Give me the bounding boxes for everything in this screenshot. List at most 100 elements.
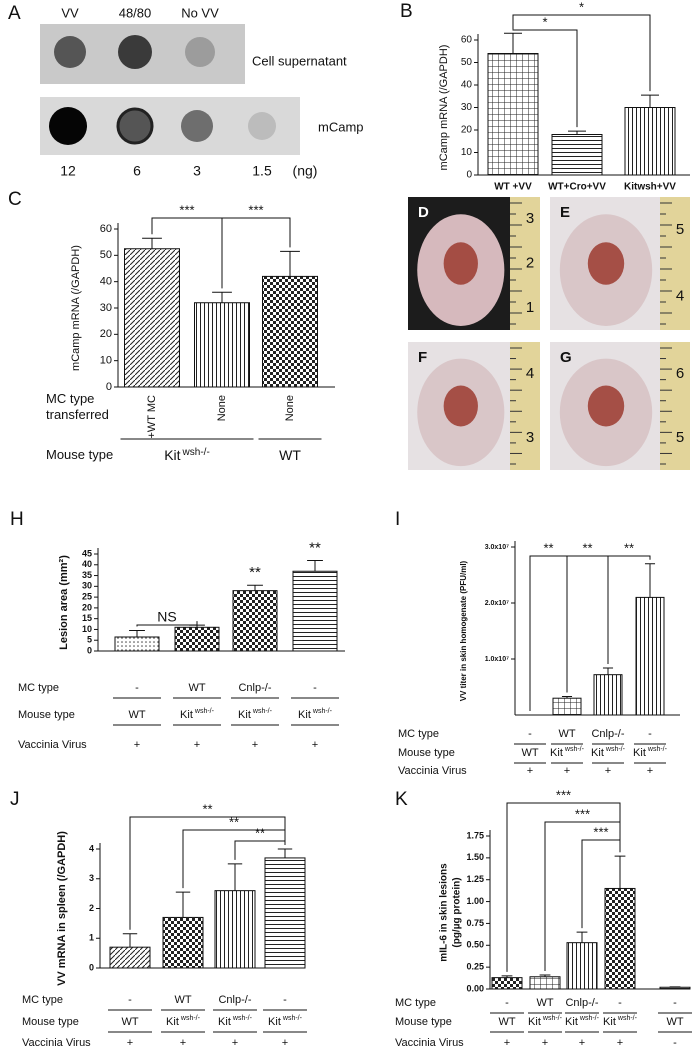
row-cell: - bbox=[135, 682, 139, 694]
y-tick-label: 20 bbox=[82, 602, 92, 612]
amount-label: 6 bbox=[133, 163, 141, 179]
row-cell: WT bbox=[128, 709, 145, 721]
error-bar bbox=[122, 933, 138, 948]
row-cell: - bbox=[313, 682, 317, 694]
row-cell: + bbox=[527, 765, 533, 777]
row-cell: Kit wsh-/- bbox=[164, 447, 210, 463]
panel-letter: J bbox=[10, 789, 20, 810]
row-cell: Kit wsh-/- bbox=[528, 1015, 563, 1028]
ruler bbox=[660, 342, 690, 470]
row-cell: WT bbox=[536, 997, 553, 1009]
row-cell: - bbox=[648, 728, 652, 740]
panel-letter: K bbox=[395, 789, 408, 810]
y-tick-label: 10 bbox=[461, 147, 473, 158]
cell-superscript: wsh-/- bbox=[182, 447, 210, 458]
cell-superscript: wsh-/- bbox=[564, 746, 585, 753]
error-bar bbox=[539, 974, 551, 977]
panel-a: A VV 48/80 No VV Cell supernatant mCamp … bbox=[8, 3, 364, 179]
error-bar bbox=[561, 696, 573, 699]
error-bar bbox=[175, 891, 191, 918]
row-label: Mouse type bbox=[398, 747, 455, 759]
row-label: Mouse type bbox=[18, 709, 75, 721]
cell-text: Kit bbox=[603, 1016, 616, 1028]
row-label: MC type transferred bbox=[46, 391, 109, 422]
row-cell: - bbox=[283, 994, 287, 1006]
bracket bbox=[607, 555, 651, 664]
y-axis-label: VV mRNA in spleen (/GAPDH) bbox=[56, 831, 68, 986]
row-cell: - bbox=[618, 997, 622, 1009]
error-bar bbox=[576, 931, 588, 943]
row-label: MC type bbox=[398, 728, 439, 740]
significance: NS bbox=[157, 609, 176, 625]
y-tick-label: 1.75 bbox=[466, 830, 484, 840]
blot-dot bbox=[116, 107, 154, 145]
cell-superscript: wsh-/- bbox=[194, 708, 215, 715]
ruler-number: 2 bbox=[526, 254, 534, 271]
y-axis-label: Lesion area (mm²) bbox=[58, 555, 70, 650]
bar bbox=[162, 916, 204, 969]
row-label: MC type bbox=[22, 994, 63, 1006]
error-bar bbox=[307, 559, 323, 572]
row-cell: + bbox=[127, 1037, 133, 1049]
row-label-box: Mouse type bbox=[46, 447, 113, 462]
row-label: MC type bbox=[395, 997, 436, 1009]
y-tick-label: 45 bbox=[82, 548, 92, 558]
x-tick-label: WT +VV bbox=[494, 182, 532, 193]
y-tick-label: 60 bbox=[100, 223, 112, 235]
bracket bbox=[566, 555, 609, 693]
bar bbox=[214, 890, 256, 969]
row-label: Mouse type bbox=[395, 1016, 452, 1028]
significance: ** bbox=[255, 825, 265, 840]
ruler-number: 4 bbox=[526, 365, 534, 382]
bar bbox=[566, 942, 598, 990]
cell-text: Kit bbox=[164, 447, 180, 463]
y-tick-label: 50 bbox=[461, 57, 473, 68]
row-cell: Cnlp-/- bbox=[238, 682, 271, 694]
y-tick-label: 0 bbox=[89, 962, 94, 972]
y-axis-label: VV titer in skin homogenate (PFU/ml) bbox=[459, 560, 468, 701]
row-cell: WT bbox=[279, 447, 301, 463]
row-cell: Kit wsh-/- bbox=[591, 746, 626, 759]
y-tick-label: 30 bbox=[461, 102, 473, 113]
error-bar bbox=[227, 863, 243, 891]
x-tick-label: WT+Cro+VV bbox=[548, 182, 606, 193]
row-cell: Kit wsh-/- bbox=[238, 708, 273, 721]
ruler-number: 3 bbox=[526, 429, 534, 446]
cell-text: Kit bbox=[550, 747, 563, 759]
panel-letter: H bbox=[10, 509, 24, 530]
error-bar bbox=[644, 563, 656, 598]
bar bbox=[124, 248, 180, 388]
blot-dot bbox=[185, 37, 215, 67]
row-cell: Cnlp-/- bbox=[565, 997, 598, 1009]
cell-superscript: wsh-/- bbox=[312, 708, 333, 715]
bracket bbox=[234, 840, 286, 860]
error-bar bbox=[247, 584, 263, 591]
y-axis-label: mIL-6 in skin lesions bbox=[439, 863, 450, 962]
y-tick-label: 25 bbox=[82, 591, 92, 601]
column-label: No VV bbox=[181, 5, 219, 20]
ruler-number: 3 bbox=[526, 210, 534, 227]
y-tick-label: 30 bbox=[82, 581, 92, 591]
row-cell: WT bbox=[521, 747, 538, 759]
row-cell: + bbox=[564, 765, 570, 777]
row-label: Cell supernatant bbox=[252, 53, 347, 68]
y-tick-label: 3.0x10⁷ bbox=[485, 544, 509, 551]
lesion bbox=[443, 385, 478, 427]
row-label-box: MC type transferred bbox=[46, 391, 109, 422]
ruler-number: 5 bbox=[676, 221, 684, 238]
panel-letter: B bbox=[400, 1, 413, 22]
x-tick-label: +WT MC bbox=[146, 395, 158, 439]
cell-text: Kit bbox=[298, 709, 311, 721]
bracket bbox=[512, 29, 578, 128]
ruler bbox=[660, 197, 690, 330]
y-tick-label: 0 bbox=[87, 645, 92, 655]
bar bbox=[174, 626, 220, 652]
row-cell: WT bbox=[498, 1016, 515, 1028]
amount-unit: (ng) bbox=[293, 163, 318, 179]
error-bar bbox=[504, 32, 522, 54]
row-cell: - bbox=[673, 1037, 677, 1049]
significance: ** bbox=[309, 539, 321, 556]
row-cell: + bbox=[282, 1037, 288, 1049]
column-label: 48/80 bbox=[119, 5, 152, 20]
